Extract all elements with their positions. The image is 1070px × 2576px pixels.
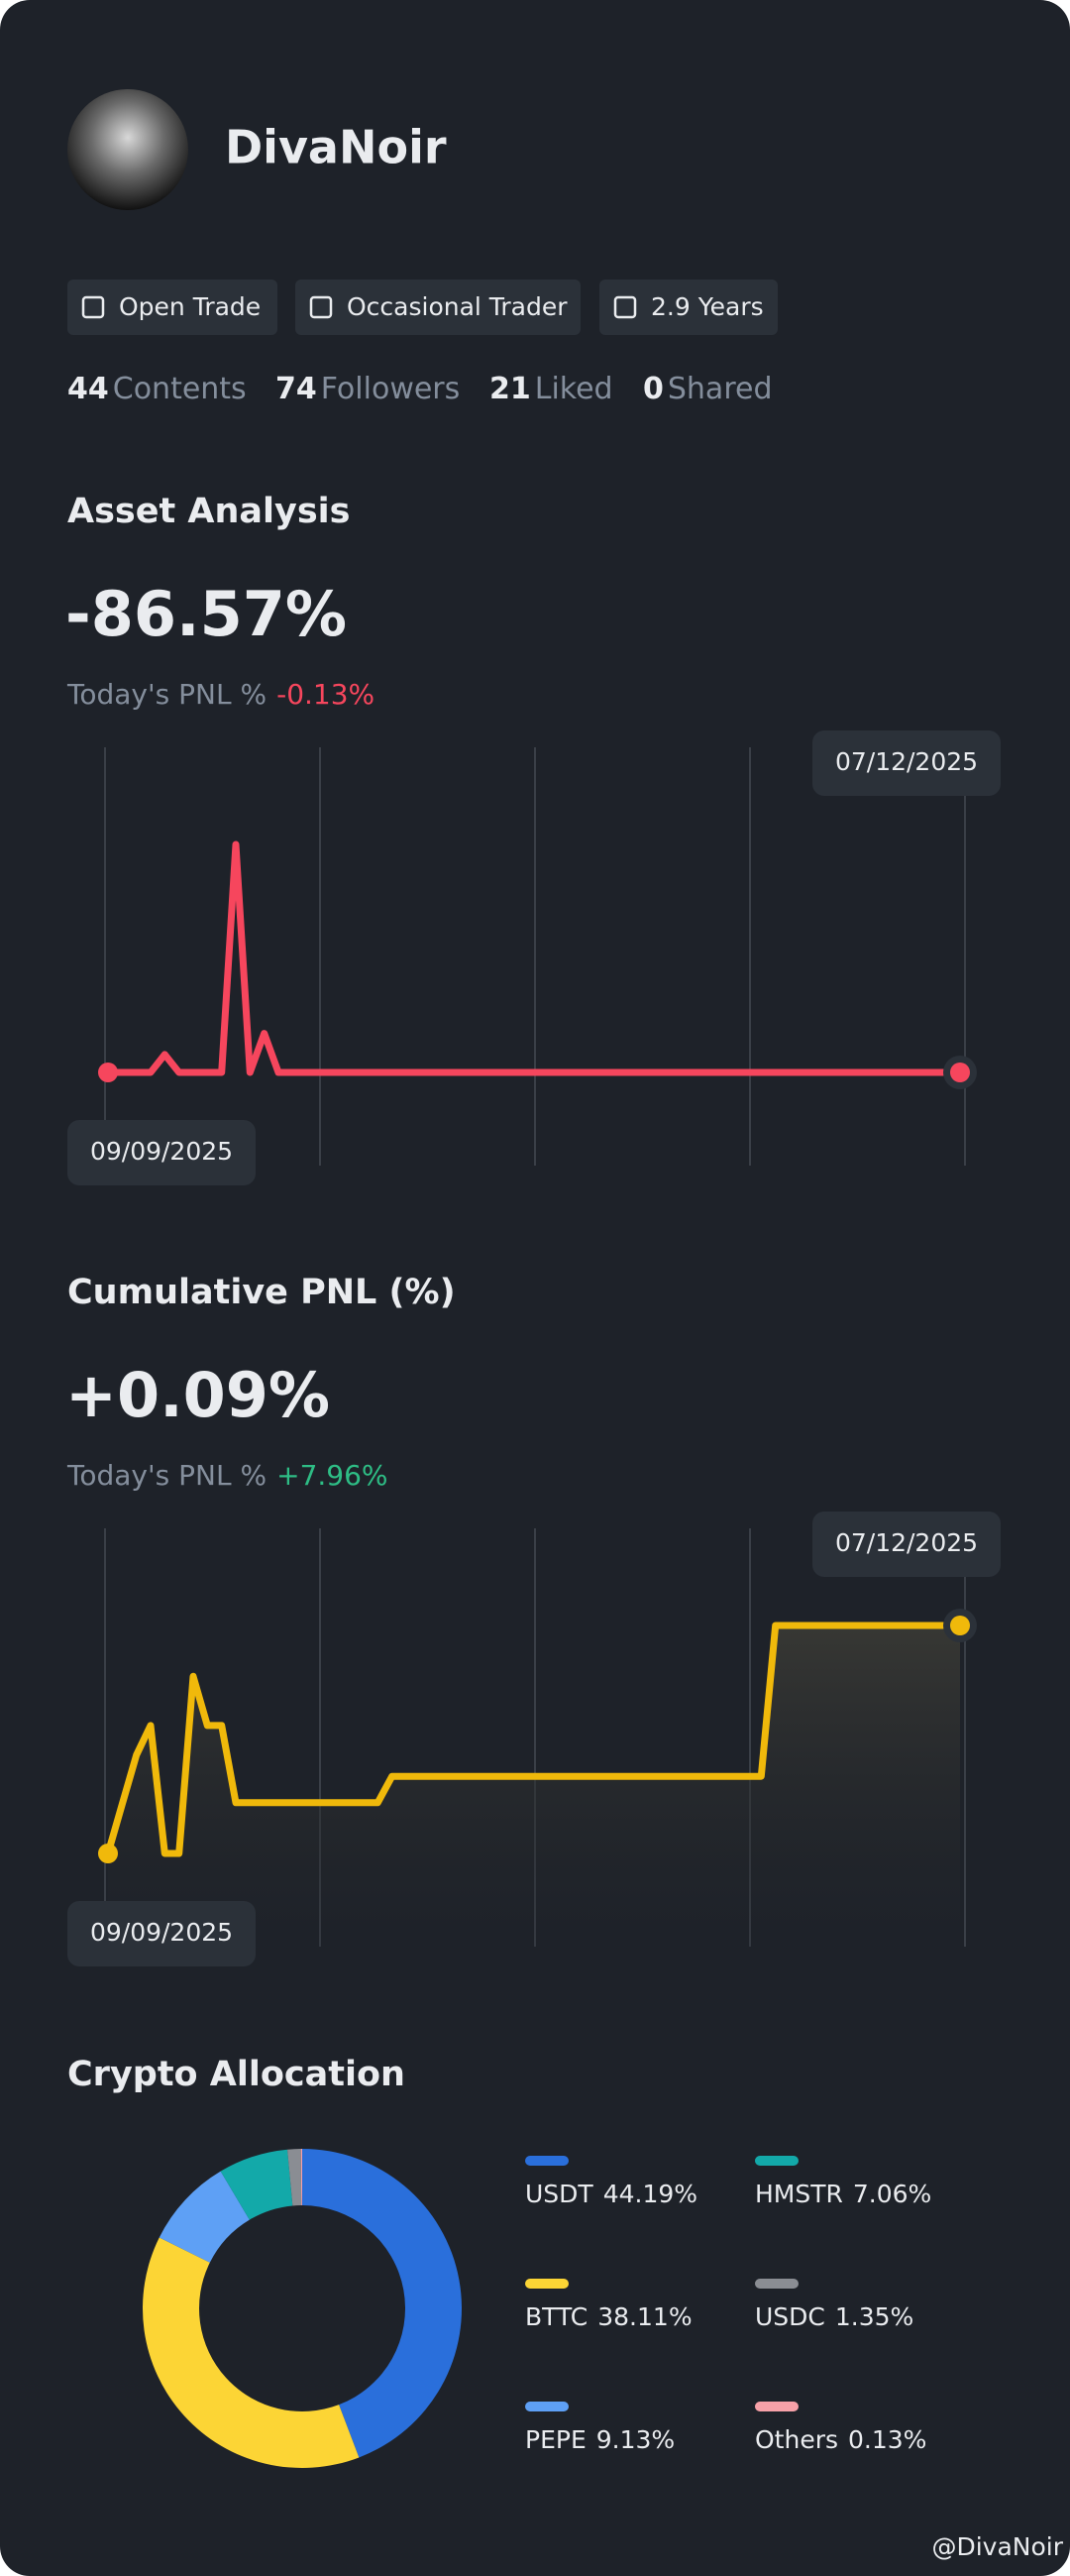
start-dot: [98, 1844, 118, 1863]
area: [108, 1625, 960, 1947]
badge-label: 2.9 Years: [651, 292, 764, 321]
stat-label: Followers: [321, 372, 461, 406]
section-title: Crypto Allocation: [67, 2055, 405, 2094]
today-pnl: Today's PNL % -0.13%: [66, 678, 374, 711]
watermark: @DivaNoir: [931, 2532, 1063, 2561]
legend-swatch: [755, 2402, 799, 2411]
donut-segment: [300, 2149, 302, 2206]
stat-value: 0: [643, 372, 664, 406]
legend-value: 7.06%: [853, 2180, 931, 2208]
legend-entry: PEPE 9.13%: [525, 2425, 675, 2454]
date-bubble: [67, 1120, 256, 1185]
date-bubble: [812, 1512, 1001, 1577]
stat-value: 21: [489, 372, 531, 406]
legend-value: 9.13%: [596, 2425, 675, 2454]
today-pnl-value: +7.96%: [276, 1459, 387, 1492]
legend-entry: Others 0.13%: [755, 2425, 926, 2454]
legend-name: BTTC: [525, 2302, 588, 2331]
legend-swatch: [525, 2402, 569, 2411]
stat: 44 Contents: [67, 372, 247, 406]
legend-entry: BTTC 38.11%: [525, 2302, 693, 2331]
legend-entry: USDT 44.19%: [525, 2180, 697, 2208]
legend-value: 38.11%: [597, 2302, 692, 2331]
date-bubble: [67, 1901, 256, 1966]
section-title: Cumulative PNL (%): [67, 1273, 456, 1312]
start-date: 09/09/2025: [90, 1137, 233, 1166]
donut-segment: [220, 2149, 293, 2220]
today-pnl-label: Today's PNL %: [66, 1459, 267, 1492]
date-bubble: [812, 730, 1001, 796]
badge-label: Open Trade: [119, 292, 261, 321]
legend-name: HMSTR: [755, 2180, 843, 2208]
badge: [599, 280, 778, 335]
stat: 74 Followers: [275, 372, 460, 406]
start-date: 09/09/2025: [90, 1918, 233, 1947]
end-dot: [950, 1616, 970, 1635]
stat: 0 Shared: [643, 372, 773, 406]
end-date: 07/12/2025: [835, 747, 978, 776]
line: [108, 840, 960, 1076]
donut-segment: [287, 2149, 302, 2206]
donut-segment: [142, 2237, 360, 2468]
stat: 21 Liked: [489, 372, 613, 406]
line: [104, 1622, 960, 1857]
username: DivaNoir: [225, 121, 447, 174]
badge-icon: [81, 295, 105, 319]
legend-swatch: [755, 2279, 799, 2289]
legend-entry: USDC 1.35%: [755, 2302, 913, 2331]
end-date: 07/12/2025: [835, 1528, 978, 1557]
start-dot: [98, 1063, 118, 1082]
badge: [67, 280, 277, 335]
legend-swatch: [525, 2156, 569, 2166]
legend-value: 44.19%: [603, 2180, 697, 2208]
badge-icon: [613, 295, 637, 319]
stat-value: 44: [67, 372, 109, 406]
stat-label: Liked: [535, 372, 613, 406]
stat-value: 74: [275, 372, 317, 406]
badge: [295, 280, 581, 335]
headline: +0.09%: [65, 1359, 330, 1431]
legend-name: PEPE: [525, 2425, 587, 2454]
legend-name: USDC: [755, 2302, 825, 2331]
legend-value: 1.35%: [835, 2302, 913, 2331]
today-pnl-value: -0.13%: [276, 678, 374, 711]
legend-value: 0.13%: [848, 2425, 926, 2454]
headline: -86.57%: [65, 578, 347, 650]
avatar[interactable]: [67, 89, 188, 210]
donut-segment: [302, 2149, 463, 2458]
legend-swatch: [525, 2279, 569, 2289]
today-pnl: Today's PNL % +7.96%: [66, 1459, 388, 1492]
badge-icon: [309, 295, 333, 319]
legend-name: USDT: [525, 2180, 593, 2208]
section-title: Asset Analysis: [67, 492, 351, 531]
legend-swatch: [755, 2156, 799, 2166]
stat-label: Contents: [113, 372, 247, 406]
legend-entry: HMSTR 7.06%: [755, 2180, 931, 2208]
badge-label: Occasional Trader: [347, 292, 568, 321]
end-dot: [950, 1063, 970, 1082]
stat-label: Shared: [668, 372, 773, 406]
today-pnl-label: Today's PNL %: [66, 678, 267, 711]
donut-segment: [159, 2171, 250, 2263]
legend-name: Others: [755, 2425, 838, 2454]
